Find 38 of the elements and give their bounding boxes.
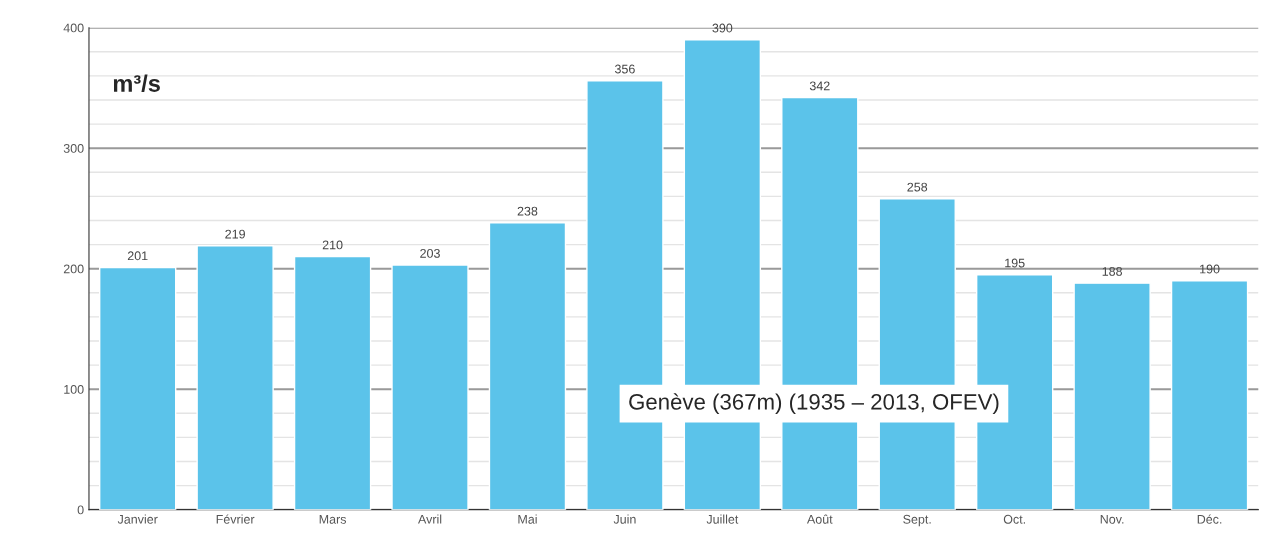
- x-tick-label: Avril: [418, 514, 442, 524]
- data-label: 342: [809, 81, 830, 91]
- x-tick-label: Juillet: [706, 514, 739, 524]
- data-label: 356: [614, 64, 635, 74]
- x-tick-label: Sept.: [903, 514, 931, 527]
- x-tick-label: Déc.: [1197, 514, 1222, 524]
- y-tick-label: 300: [63, 144, 84, 153]
- annotation: m³/s: [113, 74, 160, 93]
- x-tick-label: Juin: [613, 514, 636, 524]
- bar: [1073, 282, 1151, 510]
- x-tick-label: Oct.: [1003, 514, 1025, 524]
- data-label: 238: [517, 206, 538, 216]
- data-label: 390: [712, 23, 733, 33]
- y-tick-label: 100: [64, 384, 84, 394]
- data-label: 203: [420, 248, 440, 258]
- data-label: 258: [907, 182, 928, 192]
- annotation: Genève (367m) (1935 – 2013, OFEV): [629, 393, 999, 415]
- bar: [1170, 280, 1249, 510]
- bar: [196, 245, 274, 510]
- bar: [488, 222, 567, 510]
- x-tick-label: Janvier: [117, 514, 158, 524]
- data-label: 195: [1005, 258, 1025, 268]
- y-tick-label: 400: [63, 23, 84, 33]
- x-tick-label: Mars: [319, 515, 347, 524]
- x-tick-label: Août: [806, 514, 833, 524]
- data-label: 190: [1200, 264, 1220, 274]
- bar: [98, 266, 177, 510]
- data-label: 219: [225, 229, 245, 239]
- y-tick-label: 0: [77, 505, 84, 515]
- x-tick-label: Nov.: [1100, 515, 1124, 524]
- bar: [293, 255, 372, 510]
- data-label: 210: [322, 240, 343, 250]
- x-tick-label: Mai: [518, 514, 537, 524]
- x-tick-label: Février: [216, 514, 255, 524]
- y-tick-label: 200: [63, 264, 84, 274]
- data-label: 201: [127, 251, 148, 261]
- data-label: 188: [1102, 267, 1123, 276]
- bar: [391, 264, 469, 510]
